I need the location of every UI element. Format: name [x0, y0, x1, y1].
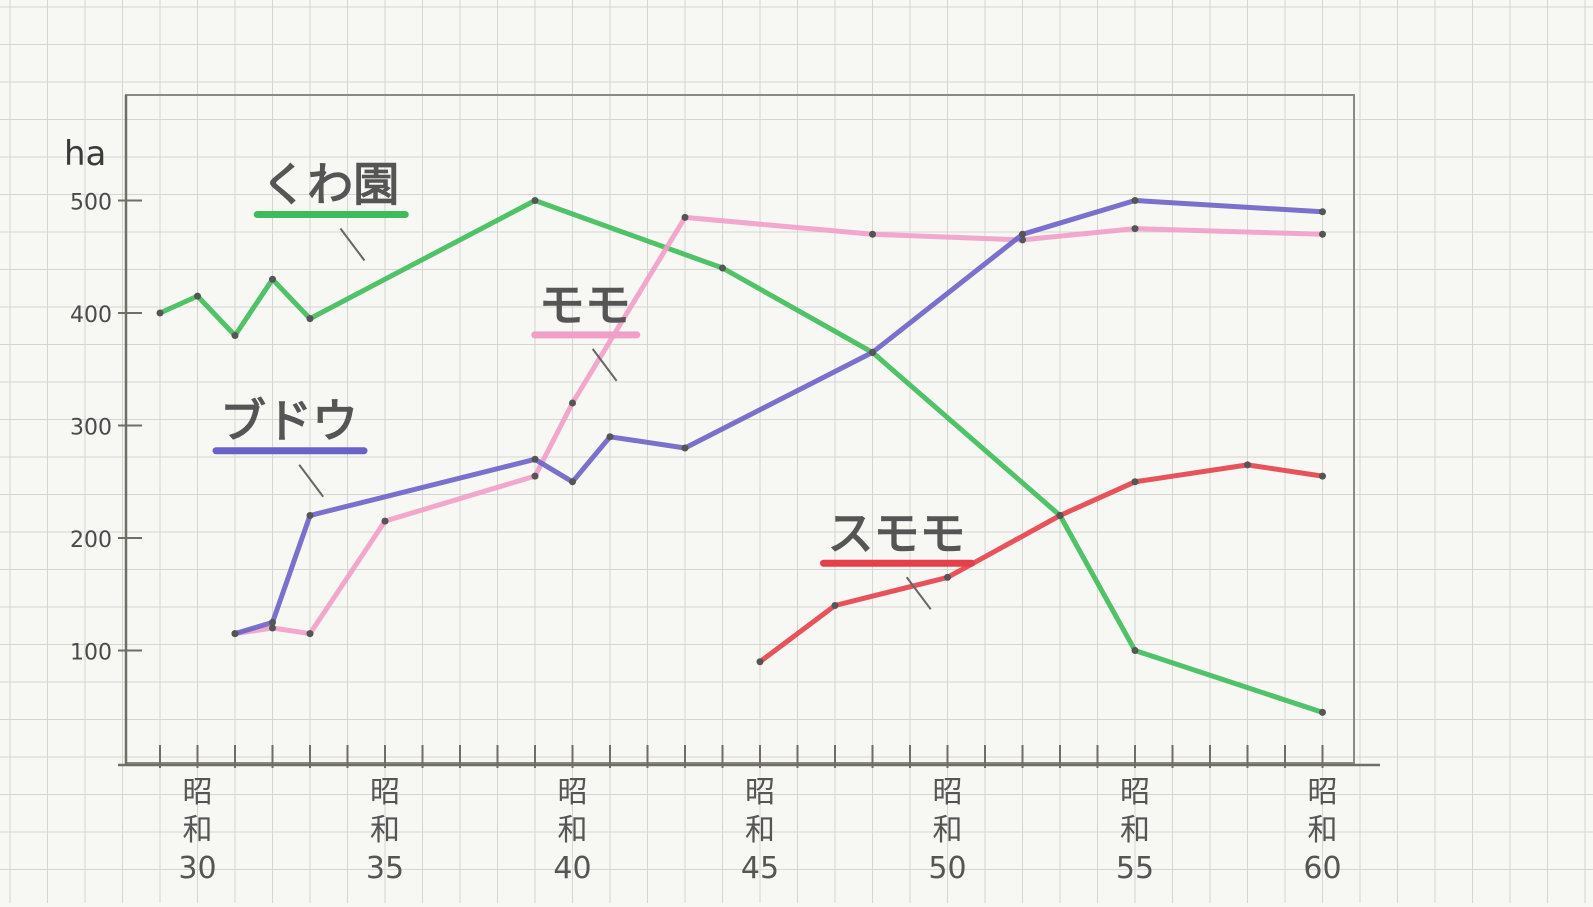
y-tick-label: 500	[70, 191, 112, 216]
data-point	[306, 630, 314, 638]
series-label-pointer	[339, 227, 366, 262]
data-point	[1319, 472, 1326, 480]
x-tick-label-line: 和	[558, 813, 588, 848]
x-tick-label-line: 和	[933, 813, 963, 848]
series-label-text: モモ	[539, 278, 631, 332]
series-label-pointer	[591, 348, 618, 382]
x-tick-label-line: 60	[1303, 851, 1341, 886]
series-lines	[156, 197, 1326, 716]
series-label: モモ	[531, 278, 641, 382]
data-point	[1131, 647, 1139, 654]
x-tick-label-line: 昭	[1120, 775, 1150, 810]
x-tick-label-line: 昭	[745, 775, 775, 810]
data-point	[531, 197, 539, 204]
x-tick-label-line: 和	[1308, 813, 1338, 848]
data-point	[231, 630, 239, 638]
data-point	[569, 478, 576, 486]
data-point	[1244, 461, 1251, 469]
data-point	[569, 399, 576, 407]
data-point	[1019, 230, 1026, 238]
data-point	[269, 624, 276, 632]
series-label-pointer	[905, 576, 932, 610]
series-label-text: スモモ	[828, 506, 966, 560]
series-label: ブドウ	[212, 394, 368, 498]
x-tick-label-line: 45	[741, 851, 779, 886]
data-point	[231, 332, 239, 339]
data-point	[1131, 197, 1139, 204]
data-point	[869, 348, 876, 356]
x-tick-label-line: 昭	[370, 775, 400, 810]
y-axis-label: ha	[64, 134, 106, 174]
series-label-pointer	[298, 464, 325, 498]
y-tick-label: 100	[70, 641, 112, 666]
data-point	[531, 455, 539, 463]
data-point	[156, 309, 164, 317]
y-tick-label: 300	[70, 416, 112, 441]
data-point	[1131, 478, 1139, 486]
x-tick-label-line: 昭	[933, 775, 963, 810]
axes: ha100200300400500昭和30昭和35昭和40昭和45昭和50昭和5…	[64, 95, 1380, 886]
x-tick-label-line: 30	[178, 851, 216, 886]
data-point	[269, 275, 276, 283]
x-tick-label-line: 和	[745, 813, 775, 848]
data-point	[381, 517, 389, 525]
x-tick-label-line: 55	[1116, 851, 1154, 886]
x-tick-label-line: 和	[370, 813, 400, 848]
x-tick-label-line: 昭	[183, 775, 213, 810]
x-tick-label-line: 35	[366, 851, 404, 886]
x-tick-label-line: 40	[553, 851, 591, 886]
data-point	[606, 433, 614, 441]
data-point	[869, 230, 876, 238]
data-point	[306, 512, 314, 519]
series-line	[232, 214, 1325, 637]
data-point	[1319, 208, 1326, 216]
data-point	[194, 292, 201, 300]
series-label: スモモ	[820, 506, 975, 610]
x-tick-label-line: 和	[1120, 813, 1150, 848]
data-point	[1319, 708, 1326, 716]
data-point	[1131, 225, 1139, 233]
x-tick-label-line: 昭	[1308, 775, 1338, 810]
data-point	[831, 602, 839, 609]
data-point	[719, 264, 726, 272]
x-tick-label-line: 50	[928, 851, 966, 886]
data-point	[1056, 512, 1064, 519]
series-label: くわ園	[253, 158, 409, 262]
x-tick-label-line: 和	[183, 813, 213, 848]
y-tick-label: 200	[70, 528, 112, 553]
x-tick-label-line: 昭	[558, 775, 588, 810]
data-point	[681, 444, 689, 452]
data-point	[1319, 230, 1326, 238]
series-label-text: くわ園	[261, 158, 399, 212]
data-point	[944, 573, 951, 581]
y-tick-label: 400	[70, 303, 112, 328]
data-point	[756, 658, 764, 666]
series-line	[157, 198, 1325, 715]
data-point	[681, 213, 689, 221]
data-point	[531, 472, 539, 480]
data-point	[269, 618, 276, 626]
data-point	[306, 315, 314, 323]
series-label-text: ブドウ	[220, 394, 358, 448]
series-line	[232, 198, 1325, 637]
